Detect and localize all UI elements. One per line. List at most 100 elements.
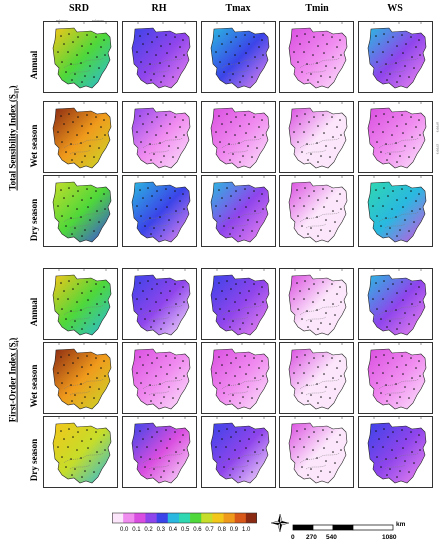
state-outline — [52, 107, 112, 169]
state-outline — [288, 107, 348, 169]
station-marker — [404, 65, 406, 67]
station-marker — [136, 372, 138, 374]
station-marker — [87, 373, 89, 375]
station-marker — [144, 225, 146, 227]
station-marker — [402, 447, 404, 449]
station-marker — [98, 388, 100, 390]
station-marker — [308, 121, 310, 123]
station-marker — [310, 153, 312, 155]
station-marker — [153, 394, 155, 396]
station-marker — [372, 51, 374, 53]
station-marker — [104, 208, 106, 210]
river-line — [221, 304, 263, 322]
station-marker — [312, 449, 314, 451]
station-marker — [232, 320, 234, 322]
station-marker — [316, 142, 318, 144]
station-marker — [95, 190, 97, 192]
station-marker — [172, 471, 174, 473]
station-marker — [140, 308, 142, 310]
station-marker — [392, 116, 394, 118]
station-marker — [219, 215, 221, 217]
colorbar-label: 0.9 — [229, 527, 239, 533]
station-marker — [168, 460, 170, 462]
station-marker — [165, 355, 167, 357]
state-outline — [131, 107, 191, 169]
station-marker — [332, 451, 334, 453]
station-marker — [89, 65, 91, 67]
station-marker — [169, 123, 171, 125]
station-marker — [399, 322, 401, 324]
station-marker — [297, 141, 299, 143]
station-marker — [334, 388, 336, 390]
map-panel-tmax-annual-g1 — [201, 21, 276, 93]
north-arrow-icon — [271, 514, 289, 532]
station-marker — [419, 449, 421, 451]
station-marker — [239, 440, 241, 442]
station-marker — [60, 430, 62, 432]
station-marker — [399, 470, 401, 472]
station-marker — [98, 221, 100, 223]
station-marker — [293, 131, 295, 133]
station-marker — [146, 51, 148, 53]
station-marker — [70, 384, 72, 386]
station-marker — [71, 400, 73, 402]
station-marker — [303, 51, 305, 53]
station-marker — [150, 474, 152, 476]
station-marker — [253, 431, 255, 433]
station-marker — [339, 119, 341, 121]
station-marker — [340, 449, 342, 451]
station-marker — [71, 79, 73, 81]
station-marker — [248, 290, 250, 292]
station-marker — [336, 46, 338, 48]
station-marker — [63, 197, 65, 199]
station-marker — [81, 366, 83, 368]
station-marker — [378, 123, 380, 125]
river-line — [378, 304, 420, 322]
station-marker — [334, 221, 336, 223]
station-marker — [408, 156, 410, 158]
station-marker — [76, 301, 78, 303]
station-marker — [77, 357, 79, 359]
station-marker — [80, 142, 82, 144]
station-marker — [408, 230, 410, 232]
station-marker — [57, 131, 59, 133]
station-marker — [322, 34, 324, 36]
station-marker — [387, 362, 389, 364]
station-marker — [396, 328, 398, 330]
station-marker — [100, 293, 102, 295]
station-marker — [60, 189, 62, 191]
station-marker — [182, 39, 184, 41]
station-marker — [93, 397, 95, 399]
row-label-annual-1: Annual — [29, 50, 39, 80]
map-panel-tmin-dry-season-g2 — [279, 416, 354, 488]
station-marker — [404, 312, 406, 314]
station-marker — [172, 156, 174, 158]
station-marker — [234, 301, 236, 303]
station-marker — [326, 197, 328, 199]
station-marker — [372, 205, 374, 207]
station-marker — [81, 161, 83, 163]
station-marker — [68, 33, 70, 35]
station-marker — [228, 143, 230, 145]
station-marker — [245, 299, 247, 301]
station-marker — [386, 474, 388, 476]
colorbar-swatch — [112, 513, 124, 523]
station-marker — [413, 314, 415, 316]
station-marker — [165, 429, 167, 431]
station-marker — [103, 360, 105, 362]
station-marker — [410, 190, 412, 192]
station-marker — [293, 372, 295, 374]
station-marker — [87, 206, 89, 208]
station-marker — [404, 219, 406, 221]
river-line — [299, 137, 341, 155]
station-marker — [179, 441, 181, 443]
station-marker — [386, 326, 388, 328]
station-marker — [405, 290, 407, 292]
station-marker — [67, 372, 69, 374]
station-marker — [104, 449, 106, 451]
station-marker — [376, 308, 378, 310]
station-marker — [336, 441, 338, 443]
station-marker — [232, 394, 234, 396]
station-marker — [238, 457, 240, 459]
station-marker — [166, 373, 168, 375]
